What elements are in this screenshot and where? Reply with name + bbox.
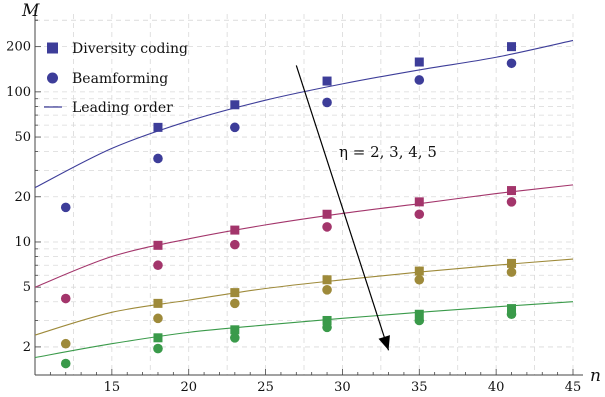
y-tick-label: 20	[14, 190, 31, 205]
beamforming-point	[414, 274, 425, 285]
y-tick-label: 10	[14, 235, 31, 250]
annotation-arrow-head	[378, 335, 390, 351]
diversity-coding-point	[414, 309, 424, 319]
diversity-coding-point	[230, 100, 240, 110]
beamforming-point	[153, 313, 163, 324]
y-tick-label: 100	[6, 85, 31, 100]
beamforming-point	[153, 343, 163, 354]
x-tick-label: 20	[180, 380, 197, 395]
diversity-coding-point	[507, 304, 517, 314]
x-tick-label: 45	[565, 380, 582, 395]
annotation-label: η = 2, 3, 4, 5	[339, 143, 437, 161]
legend-label: Beamforming	[72, 71, 168, 87]
diversity-coding-point	[153, 122, 163, 132]
grid	[35, 14, 574, 375]
leading-order-curve-eta-4	[34, 258, 574, 336]
beamforming-point	[506, 309, 517, 320]
legend-square-marker	[47, 42, 58, 54]
beamforming-point	[230, 332, 240, 343]
diversity-coding-point	[230, 288, 240, 298]
beamforming-point	[230, 239, 240, 250]
diversity-coding-point	[414, 57, 424, 67]
beamforming-point	[414, 209, 425, 220]
beamforming-point	[414, 75, 425, 85]
diversity-coding-point	[414, 197, 424, 207]
legend-label: Leading order	[72, 100, 173, 116]
beamforming-point	[322, 285, 332, 295]
beamforming-point	[322, 97, 332, 108]
x-tick-label: 35	[411, 380, 428, 395]
legend: Diversity coding Beamforming Leading order	[44, 41, 188, 116]
x-axis-label: n	[590, 366, 601, 386]
legend-circle-marker	[47, 72, 58, 84]
y-tick-label: 200	[6, 40, 31, 55]
beamforming-point	[414, 315, 425, 326]
leading-order-curve-eta-5	[34, 301, 574, 359]
diversity-coding-point	[322, 275, 332, 285]
diversity-coding-point	[230, 225, 240, 235]
leading-order-curve-eta-3	[34, 184, 574, 288]
beamforming-point	[506, 197, 517, 207]
diversity-coding-point	[230, 325, 240, 335]
y-tick-label: 2	[23, 340, 31, 355]
beamforming-point	[322, 322, 332, 333]
diversity-coding-point	[153, 240, 163, 250]
y-axis-label: M	[21, 1, 40, 21]
diversity-coding-point	[153, 298, 163, 308]
beamforming-point	[230, 298, 240, 309]
beamforming-point	[153, 260, 163, 271]
annotation-arrow-line	[295, 65, 390, 351]
diversity-coding-point	[322, 76, 332, 86]
diversity-coding-point	[507, 258, 517, 268]
leading-order-curves	[34, 39, 574, 359]
beamforming-point	[506, 267, 517, 277]
beamforming-point	[322, 222, 332, 232]
beamforming-point	[60, 338, 71, 349]
leading-order-curve-eta-2	[34, 39, 574, 189]
y-tick-label: 50	[14, 130, 31, 145]
data-markers	[60, 42, 517, 369]
diversity-coding-point	[414, 266, 424, 276]
diversity-coding-point	[507, 186, 517, 196]
x-tick-label: 40	[488, 380, 505, 395]
beamforming-point	[230, 122, 240, 133]
annotation: η = 2, 3, 4, 5	[295, 65, 437, 351]
diversity-coding-point	[322, 209, 332, 219]
beamforming-point	[60, 293, 71, 304]
x-tick-label: 25	[257, 380, 274, 395]
diversity-coding-point	[507, 42, 517, 52]
beamforming-point	[153, 153, 163, 164]
diversity-coding-point	[153, 333, 163, 343]
diversity-coding-point	[322, 315, 332, 325]
beamforming-point	[60, 202, 71, 213]
legend-label: Diversity coding	[72, 41, 188, 57]
x-tick-label: 15	[104, 380, 121, 395]
x-tick-label: 30	[334, 380, 351, 395]
beamforming-point	[60, 358, 71, 369]
beamforming-point	[506, 58, 517, 69]
y-tick-label: 5	[23, 280, 31, 295]
